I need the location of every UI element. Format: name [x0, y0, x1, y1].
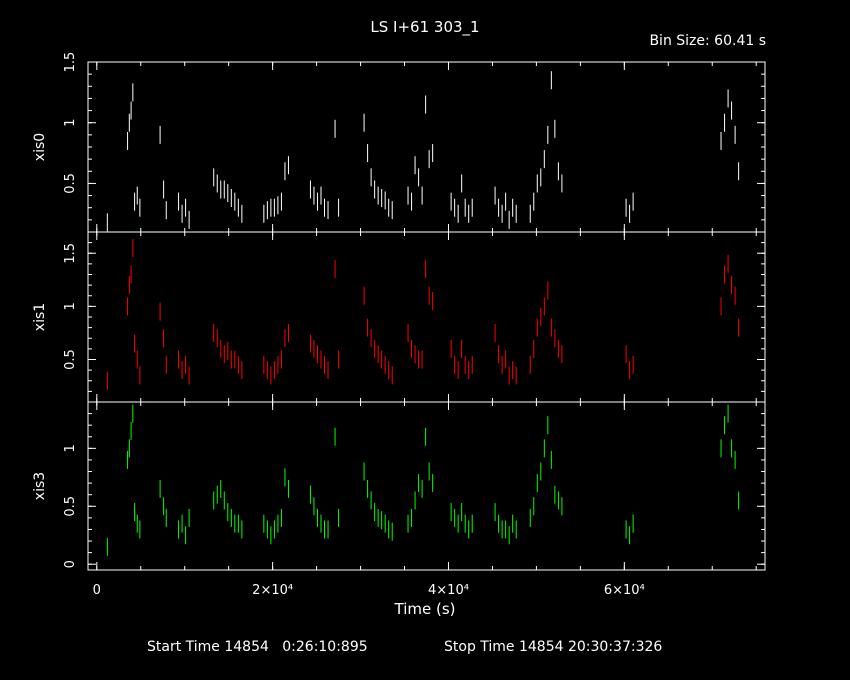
y-axis-label-xis3: xis3 — [32, 472, 48, 500]
panel-xis0: 0.5 1 1.5 xis0 — [32, 52, 766, 233]
x-tick-label: 6×10⁴ — [604, 583, 645, 598]
series-xis1 — [106, 238, 740, 390]
start-time-label: Start Time 14854 0:26:10:895 — [147, 639, 368, 655]
stop-time-label: Stop Time 14854 20:30:37:326 — [444, 639, 662, 655]
series-xis0 — [106, 71, 740, 232]
x-axis-label: Time (s) — [394, 600, 456, 618]
y-tick-label: 1 — [63, 119, 78, 127]
y-tick-label: 1 — [63, 444, 78, 452]
panel-frame — [87, 61, 766, 233]
y-tick-label: 0.5 — [63, 496, 78, 517]
bin-size-label: Bin Size: 60.41 s — [649, 33, 766, 49]
panel-xis3: 0 0.5 1 xis3 — [32, 401, 766, 571]
y-tick-label: 1.5 — [63, 52, 78, 73]
panel-xis1: 0.5 1 1.5 xis1 — [32, 231, 766, 403]
panel-frame — [87, 401, 766, 571]
x-tick-label: 0 — [93, 583, 101, 598]
y-tick-label: 0.5 — [63, 173, 78, 194]
panels-group: 0.5 1 1.5 xis0 0.5 1 1.5 xis1 0 0.5 1 xis3 — [32, 52, 766, 571]
chart-title: LS I+61 303_1 — [370, 18, 479, 37]
y-tick-label: 0.5 — [63, 349, 78, 370]
x-tick-label: 4×10⁴ — [428, 583, 469, 598]
y-axis-label-xis1: xis1 — [32, 303, 48, 331]
x-tick-label: 2×10⁴ — [252, 583, 293, 598]
x-axis: 0 2×10⁴ 4×10⁴ 6×10⁴ — [93, 583, 645, 598]
y-tick-label: 0 — [63, 560, 78, 568]
y-tick-label: 1.5 — [63, 243, 78, 264]
y-tick-label: 1 — [63, 302, 78, 310]
y-axis-label-xis0: xis0 — [32, 133, 48, 161]
series-xis3 — [106, 404, 740, 556]
